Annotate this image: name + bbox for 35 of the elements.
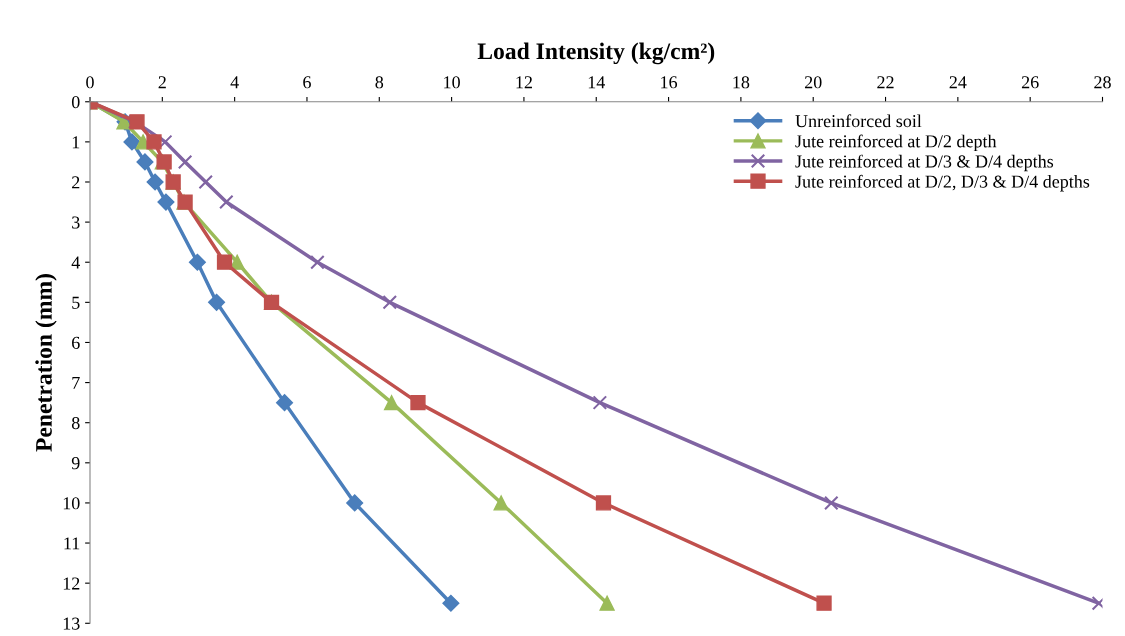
x-tick-label: 20	[804, 76, 822, 89]
x-tick-label: 4	[230, 76, 239, 89]
y-tick-label: 3	[72, 216, 80, 229]
y-tick-label: 11	[64, 537, 80, 550]
x-tick-label: 6	[303, 76, 311, 89]
y-tick-label: 7	[72, 377, 80, 389]
y-tick-label: 10	[63, 497, 80, 510]
y-tick-label: 12	[63, 577, 80, 590]
x-tick-label: 0	[86, 76, 94, 89]
y-tick-label: 6	[72, 336, 80, 349]
x-tick-label: 10	[444, 76, 460, 89]
y-tick-label: 5	[72, 296, 80, 309]
y-tick-label: 1	[72, 136, 80, 149]
y-tick-label: 9	[71, 457, 80, 470]
y-axis-title: Penetration (mm)	[35, 274, 57, 452]
x-tick-label: 14	[588, 76, 605, 89]
y-tick-label: 13	[63, 617, 80, 630]
legend-label: Unreinforced soil	[795, 114, 922, 128]
x-tick-label: 24	[949, 76, 967, 89]
legend-label: Jute reinforced at D/2 depth	[795, 134, 997, 152]
y-tick-label: 4	[71, 256, 80, 269]
x-axis-title: Load Intensity (kg/cm²)	[477, 42, 715, 65]
x-tick-label: 16	[661, 76, 678, 89]
y-tick-label: 2	[72, 176, 80, 189]
y-tick-label: 0	[71, 96, 80, 109]
x-tick-label: 8	[375, 76, 384, 89]
legend-label: Jute reinforced at D/3 & D/4 depths	[795, 154, 1054, 172]
x-tick-label: 28	[1094, 76, 1111, 89]
y-tick-label: 8	[71, 416, 80, 430]
x-tick-label: 26	[1021, 76, 1039, 89]
x-tick-label: 22	[877, 76, 894, 89]
x-tick-label: 18	[733, 76, 750, 89]
legend-label: Jute reinforced at D/2, D/3 & D/4 depths	[795, 174, 1090, 192]
x-tick-label: 12	[516, 76, 532, 89]
x-tick-label: 2	[158, 76, 166, 89]
